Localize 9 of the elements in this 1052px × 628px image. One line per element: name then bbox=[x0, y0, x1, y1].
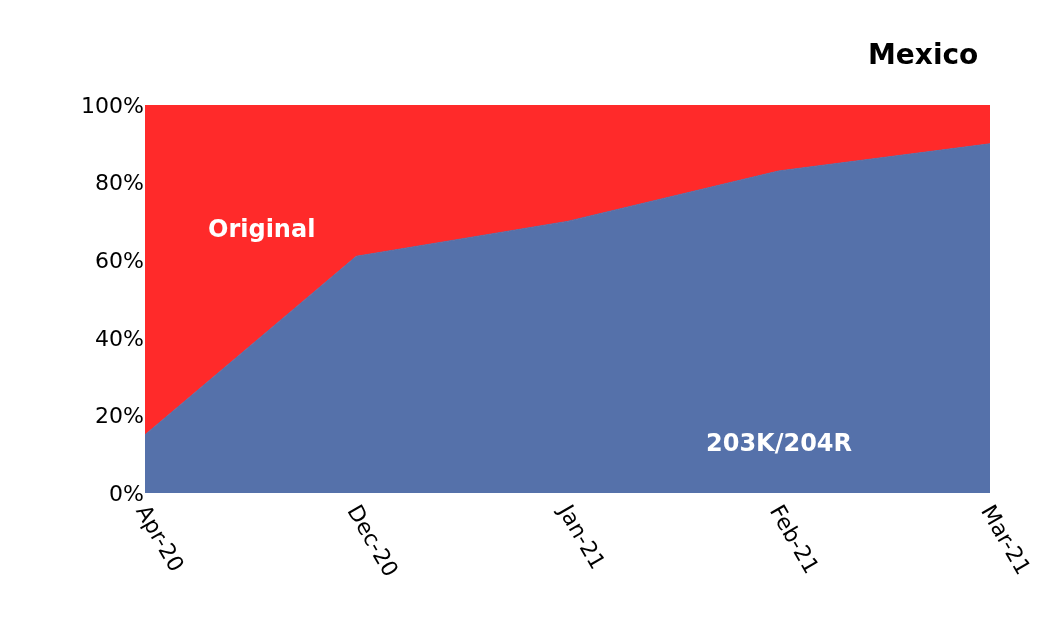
y-tick-label: 0% bbox=[109, 480, 144, 506]
series-label: 203K/204R bbox=[706, 429, 853, 457]
y-tick-label: 60% bbox=[95, 247, 144, 273]
y-tick-label: 100% bbox=[81, 92, 144, 118]
y-tick-label: 40% bbox=[95, 325, 144, 351]
series-label: Original bbox=[208, 215, 316, 243]
y-tick-label: 80% bbox=[95, 170, 144, 196]
chart-title: Mexico bbox=[868, 37, 979, 71]
y-tick-label: 20% bbox=[95, 403, 144, 429]
